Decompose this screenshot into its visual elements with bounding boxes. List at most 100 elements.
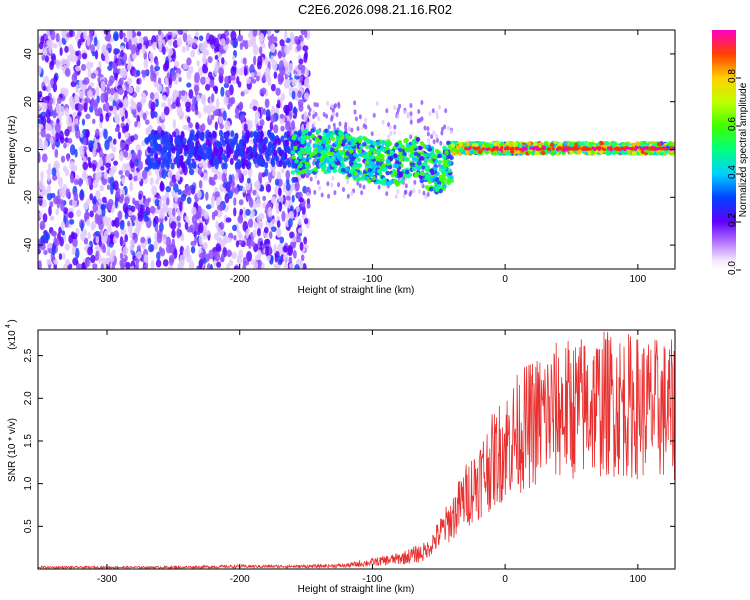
spectrogram-speckle <box>58 226 62 234</box>
spectrogram-core-point <box>547 147 551 151</box>
spectrogram-speckle <box>180 193 187 202</box>
spectrogram-speckle <box>130 44 137 55</box>
spectrogram-speckle <box>215 168 220 176</box>
spectrogram-speckle <box>58 105 65 117</box>
spectrogram-speckle <box>106 217 112 227</box>
spectrogram-speckle <box>144 261 149 269</box>
spectrogram-speckle <box>409 134 413 140</box>
spectrogram-speckle <box>47 82 52 93</box>
spectrogram-speckle <box>304 78 309 87</box>
spectrogram-speckle <box>44 55 49 63</box>
spectrogram-speckle <box>278 201 283 212</box>
spectrogram-band-point <box>434 148 440 154</box>
spectrogram-speckle <box>228 97 234 107</box>
spectrogram-speckle <box>52 109 56 118</box>
spectrogram-speckle <box>257 55 263 66</box>
spectrogram-speckle <box>280 125 285 132</box>
spectrogram-speckle <box>42 115 47 126</box>
spectrogram-speckle <box>117 210 123 221</box>
spectrogram-band-point <box>298 154 303 160</box>
spectrogram-band-point <box>656 141 662 147</box>
spectrogram-speckle <box>240 91 245 97</box>
spectrogram-band-point <box>356 157 361 162</box>
spectrogram-speckle <box>115 113 120 125</box>
spectrogram-speckle <box>124 213 129 220</box>
spectrogram-speckle <box>38 248 42 255</box>
spectrogram-speckle <box>218 116 223 124</box>
spectrogram-speckle <box>298 58 304 65</box>
spectrogram-core-point <box>551 147 555 151</box>
spectrogram-speckle <box>362 123 366 129</box>
spectrogram-speckle <box>358 114 362 120</box>
spectrogram-core-point <box>613 147 617 151</box>
spectrogram-band-point <box>301 129 306 135</box>
spectrogram-band-point <box>349 138 354 144</box>
spectrogram-speckle <box>320 192 324 198</box>
spectrogram-speckle <box>38 104 42 110</box>
spectrogram-speckle <box>186 57 192 66</box>
spectrogram-speckle <box>413 179 417 185</box>
spectrogram-speckle <box>124 89 128 96</box>
spectrogram-speckle <box>223 82 230 89</box>
spectrogram-band-point <box>429 177 434 182</box>
spectrogram-band-point <box>364 160 370 165</box>
spectrogram-speckle <box>46 184 52 194</box>
spectrogram-speckle <box>48 205 52 216</box>
spectrogram-speckle <box>167 207 174 217</box>
spectrogram-band-point <box>442 162 448 168</box>
spectrogram-speckle <box>82 161 89 171</box>
spectrogram-speckle <box>236 143 241 151</box>
spectrogram-speckle <box>287 245 294 257</box>
spectrogram-speckle <box>158 208 165 219</box>
spectrogram-speckle <box>338 121 342 127</box>
spectrogram-speckle <box>350 127 354 133</box>
spectrogram-speckle <box>141 44 146 54</box>
spectrogram-band-point <box>340 160 345 166</box>
spectrogram-speckle <box>90 72 97 79</box>
spectrogram-speckle <box>249 209 255 219</box>
spectrogram-speckle <box>157 35 163 47</box>
spectrogram-speckle <box>434 133 438 139</box>
spectrogram-speckle <box>93 36 98 47</box>
spectrogram-speckle <box>214 54 219 61</box>
spectrogram-band-point <box>370 154 376 160</box>
spectrogram-speckle <box>171 131 177 138</box>
spectrogram-speckle <box>161 195 167 202</box>
spectrogram-speckle <box>106 83 110 93</box>
spectrogram-speckle <box>121 67 128 78</box>
spectrogram-speckle <box>370 131 374 137</box>
spectrogram-speckle <box>106 184 111 191</box>
spectrogram-band-point <box>399 178 405 184</box>
spectrogram-speckle <box>109 140 114 149</box>
spectrogram-band-point <box>320 151 325 157</box>
spectrogram-speckle <box>109 87 115 96</box>
spectrogram-speckle <box>38 118 43 124</box>
spectrogram-speckle <box>80 188 84 198</box>
spectrogram-speckle <box>273 124 279 134</box>
spectrogram-speckle <box>94 230 101 237</box>
spectrogram-speckle <box>377 184 381 190</box>
spectrogram-speckle <box>127 77 132 85</box>
spectrogram-core-point <box>558 146 562 150</box>
spectrogram-speckle <box>396 189 400 195</box>
spectrogram-speckle <box>228 259 234 267</box>
spectrogram-core-point <box>574 146 578 150</box>
spectrogram-band-point <box>504 151 509 156</box>
spectrogram-speckle <box>268 231 273 239</box>
spectrogram-speckle <box>226 143 231 151</box>
spectrogram-speckle <box>285 169 291 180</box>
snr-scale-base: (x10 <box>7 330 18 350</box>
spectrogram-speckle <box>283 61 290 69</box>
spectrogram-speckle <box>38 260 42 269</box>
spectrogram-speckle <box>259 119 265 127</box>
spectrogram-speckle <box>168 254 175 263</box>
spectrogram-speckle <box>44 232 51 241</box>
spectrogram-band-point <box>330 136 336 142</box>
spectrogram-speckle <box>290 35 296 46</box>
spectrogram-speckle <box>297 90 302 99</box>
spectrogram-speckle <box>64 128 70 137</box>
spectrogram-band-point <box>434 187 440 193</box>
spectrogram-speckle <box>136 31 142 37</box>
